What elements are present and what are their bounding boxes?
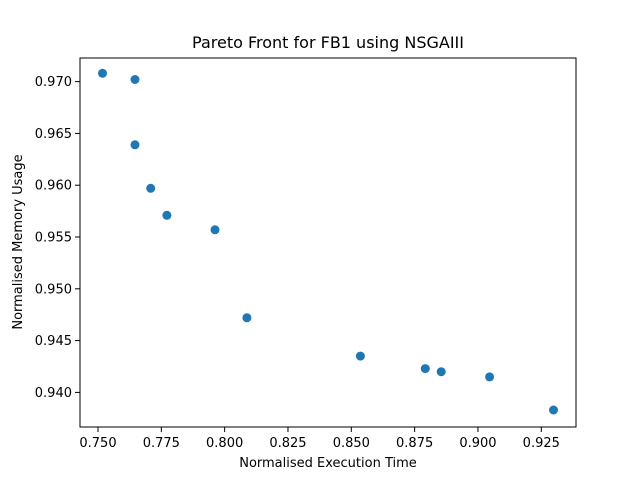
data-point	[98, 68, 107, 78]
x-axis-ticks: 0.750 0.775 0.800 0.825 0.850 0.875 0.900 0.925	[79, 427, 560, 451]
y-tick-label: 0.950	[35, 282, 72, 297]
x-tick-label: 0.825	[269, 436, 306, 451]
x-tick-label: 0.775	[143, 436, 180, 451]
data-point	[210, 225, 220, 235]
data-point	[130, 140, 140, 150]
y-axis-label: Normalised Memory Usage	[11, 154, 26, 329]
y-tick-label: 0.960	[35, 179, 72, 194]
data-point	[420, 364, 430, 374]
x-tick-label: 0.900	[459, 436, 496, 451]
x-tick-label: 0.875	[396, 436, 433, 451]
y-tick-label: 0.955	[35, 231, 72, 246]
data-points	[98, 68, 558, 415]
data-point	[436, 367, 446, 377]
x-tick-label: 0.800	[206, 436, 243, 451]
data-point	[242, 313, 252, 323]
data-point	[485, 372, 495, 382]
y-tick-label: 0.965	[35, 127, 72, 142]
y-axis-ticks: 0.940 0.945 0.950 0.955 0.960 0.965 0.970	[35, 75, 80, 401]
x-tick-label: 0.750	[79, 436, 116, 451]
data-point	[130, 75, 140, 84]
data-point	[146, 183, 156, 193]
plot-frame	[79, 57, 577, 428]
y-tick-label: 0.940	[35, 386, 72, 401]
data-point	[355, 351, 365, 361]
x-tick-label: 0.850	[333, 436, 370, 451]
data-point	[549, 405, 558, 415]
y-tick-label: 0.970	[35, 75, 72, 90]
x-axis-label: Normalised Execution Time	[239, 456, 417, 471]
chart-title: Pareto Front for FB1 using NSGAIII	[192, 33, 464, 52]
x-tick-label: 0.925	[523, 436, 560, 451]
data-point	[162, 210, 172, 220]
y-tick-label: 0.945	[35, 334, 72, 349]
